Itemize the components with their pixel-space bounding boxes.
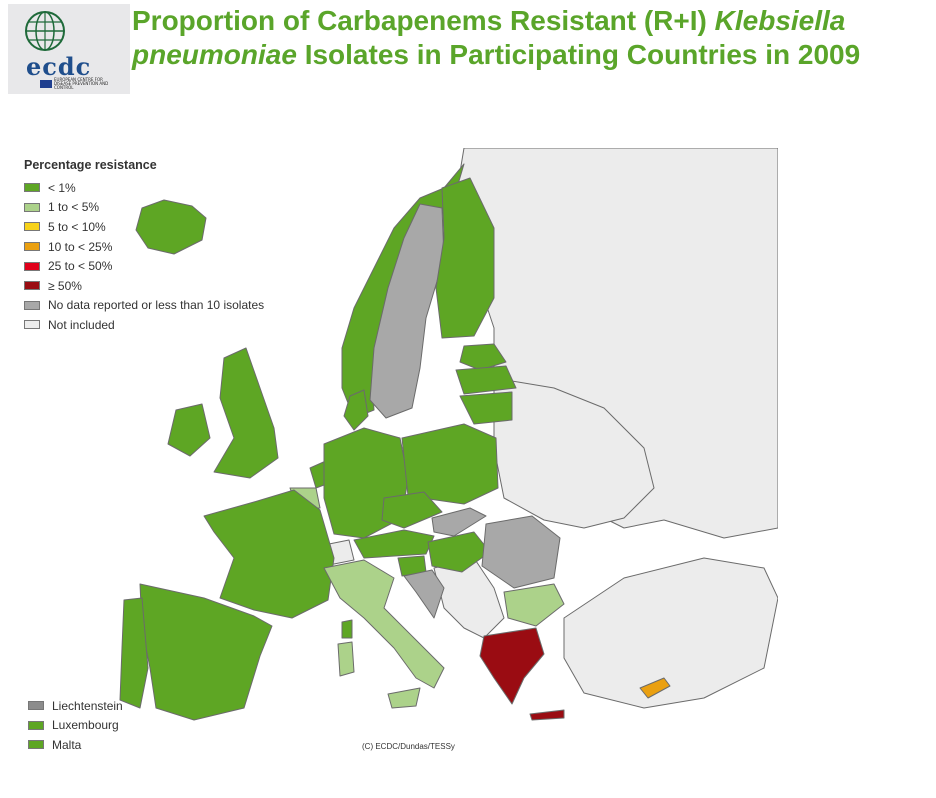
- region-slovakia: [431, 507, 487, 537]
- map-credit: (C) ECDC/Dundas/TESSy: [362, 742, 455, 751]
- legend-label: 10 to < 25%: [48, 239, 113, 254]
- small-country-item: Liechtenstein: [28, 696, 123, 716]
- region-ireland: [167, 403, 211, 457]
- legend-swatch: [24, 281, 40, 291]
- region-hungary: [427, 531, 491, 573]
- logo-subtext: EUROPEAN CENTRE FOR DISEASE PREVENTION A…: [54, 77, 109, 90]
- legend-item: < 1%: [24, 178, 264, 198]
- legend-swatch: [28, 740, 44, 750]
- region-greece: [479, 627, 545, 705]
- legend-item: 10 to < 25%: [24, 237, 264, 257]
- region-italy: [323, 559, 445, 689]
- region-lithuania: [459, 391, 513, 425]
- region-finland: [435, 177, 495, 339]
- region-estonia: [459, 343, 507, 371]
- map-legend: Percentage resistance < 1% 1 to < 5% 5 t…: [24, 158, 264, 335]
- small-country-item: Malta: [28, 735, 123, 755]
- small-countries-legend: Liechtenstein Luxembourg Malta: [28, 696, 123, 755]
- region-poland: [401, 423, 499, 505]
- region-balkans: [433, 557, 505, 639]
- legend-item: 1 to < 5%: [24, 198, 264, 218]
- ecdc-logo: ecdc EUROPEAN CENTRE FOR DISEASE PREVENT…: [8, 4, 130, 94]
- region-czech: [381, 491, 443, 529]
- legend-swatch: [24, 300, 40, 310]
- region-uk: [213, 347, 279, 479]
- legend-label: No data reported or less than 10 isolate…: [48, 298, 265, 313]
- legend-item: ≥ 50%: [24, 276, 264, 296]
- legend-label: Not included: [48, 317, 115, 332]
- globe-icon: [25, 11, 65, 51]
- legend-label: ≥ 50%: [48, 278, 82, 293]
- legend-item: 5 to < 10%: [24, 217, 264, 237]
- region-denmark: [343, 389, 369, 431]
- region-turkey: [563, 557, 778, 709]
- logo-text: ecdc: [26, 52, 92, 81]
- legend-item: 25 to < 50%: [24, 256, 264, 276]
- region-france: [203, 489, 335, 619]
- region-corsica: [341, 619, 353, 639]
- region-romania: [481, 515, 561, 589]
- legend-swatch: [24, 320, 40, 330]
- region-iceland: [135, 199, 207, 255]
- legend-swatch: [24, 222, 40, 232]
- legend-item: No data reported or less than 10 isolate…: [24, 296, 264, 316]
- region-bulgaria: [503, 583, 565, 627]
- small-country-label: Liechtenstein: [52, 698, 123, 713]
- legend-label: 1 to < 5%: [48, 200, 100, 215]
- legend-swatch: [28, 720, 44, 730]
- legend-swatch: [24, 261, 40, 271]
- small-country-label: Luxembourg: [52, 718, 119, 733]
- legend-swatch: [24, 242, 40, 252]
- region-sicily: [387, 687, 421, 709]
- region-croatia: [403, 569, 445, 619]
- legend-swatch: [24, 183, 40, 193]
- region-crete: [529, 709, 565, 721]
- region-cyprus: [639, 677, 671, 699]
- region-portugal: [119, 597, 149, 709]
- eu-flag-icon: [40, 80, 52, 88]
- legend-label: 25 to < 50%: [48, 259, 113, 274]
- legend-label: 5 to < 10%: [48, 219, 106, 234]
- region-sardinia: [337, 641, 355, 677]
- legend-title: Percentage resistance: [24, 158, 157, 172]
- page-title: Proportion of Carbapenems Resistant (R+I…: [132, 5, 861, 70]
- legend-item: Not included: [24, 315, 264, 335]
- legend-swatch: [24, 202, 40, 212]
- region-latvia: [455, 365, 517, 395]
- europe-map: [119, 148, 778, 721]
- small-country-item: Luxembourg: [28, 716, 123, 736]
- small-country-label: Malta: [52, 737, 82, 752]
- legend-label: < 1%: [48, 180, 76, 195]
- legend-swatch: [28, 701, 44, 711]
- region-ukraine-belarus: [493, 377, 655, 529]
